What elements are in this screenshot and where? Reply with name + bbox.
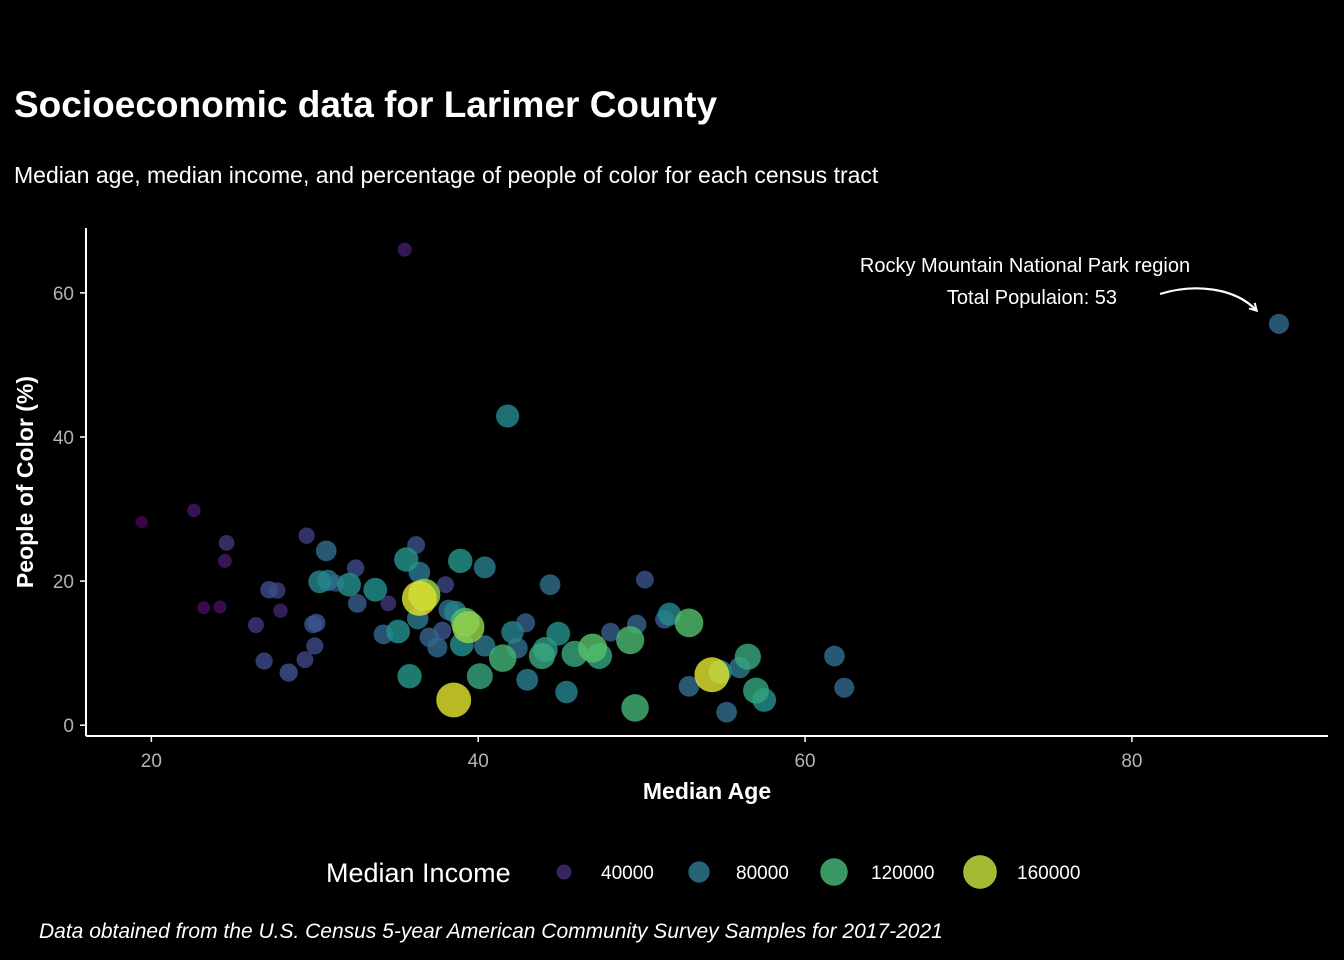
data-point xyxy=(346,559,365,577)
data-point xyxy=(694,657,730,693)
data-source-caption: Data obtained from the U.S. Census 5-yea… xyxy=(39,920,943,943)
data-point xyxy=(1268,313,1289,334)
data-point xyxy=(347,594,367,613)
data-point xyxy=(255,652,273,670)
data-point xyxy=(273,603,288,618)
data-point xyxy=(247,617,264,634)
data-point xyxy=(474,635,496,657)
data-point xyxy=(401,580,437,616)
data-point xyxy=(306,637,324,655)
data-point xyxy=(448,548,473,574)
legend-key-40000 xyxy=(556,864,572,880)
legend-label-160000: 160000 xyxy=(1017,863,1080,884)
data-point xyxy=(437,576,455,594)
data-point xyxy=(601,622,620,642)
data-point xyxy=(555,680,578,704)
data-point xyxy=(578,633,608,663)
chart-subtitle: Median age, median income, and percentag… xyxy=(14,162,879,188)
legend-items: 40000 80000 120000 160000 xyxy=(556,855,1080,889)
data-point xyxy=(279,663,298,682)
data-point xyxy=(217,553,232,568)
data-point xyxy=(213,600,227,614)
data-point xyxy=(135,515,148,529)
data-point xyxy=(635,570,654,589)
data-point xyxy=(516,668,539,691)
data-point xyxy=(616,626,645,655)
x-tick-label: 60 xyxy=(794,751,815,772)
data-point xyxy=(824,645,845,667)
y-tick-label: 60 xyxy=(53,284,74,305)
data-point xyxy=(397,663,422,689)
data-point xyxy=(488,644,517,672)
legend-key-120000 xyxy=(820,858,848,886)
data-point xyxy=(337,572,361,597)
data-point xyxy=(307,613,326,632)
x-tick-label: 40 xyxy=(468,751,489,772)
data-point xyxy=(496,404,520,428)
x-tick-label: 80 xyxy=(1121,751,1142,772)
points-layer xyxy=(135,242,1289,723)
data-point xyxy=(380,595,397,612)
data-point xyxy=(260,580,278,599)
x-tick-label: 20 xyxy=(141,751,162,772)
data-point xyxy=(187,503,201,518)
data-point xyxy=(298,527,315,544)
data-point xyxy=(394,547,419,572)
x-axis-title: Median Age xyxy=(643,778,771,804)
data-point xyxy=(218,534,235,551)
y-tick-label: 0 xyxy=(63,716,74,737)
data-point xyxy=(315,540,337,562)
data-point xyxy=(621,694,649,722)
data-point xyxy=(674,608,704,638)
legend-label-40000: 40000 xyxy=(601,863,654,884)
legend-label-120000: 120000 xyxy=(871,863,934,884)
annotation-population-label: Total Populaion: 53 xyxy=(947,287,1117,309)
legend-title: Median Income xyxy=(326,858,511,888)
legend-key-160000 xyxy=(963,855,997,889)
data-point xyxy=(397,242,412,257)
ticks-layer: 20 40 60 80 0 20 40 60 xyxy=(53,284,1143,772)
data-point xyxy=(539,574,561,596)
data-point xyxy=(466,663,493,690)
data-point xyxy=(386,619,411,644)
legend-label-80000: 80000 xyxy=(736,863,789,884)
data-point xyxy=(734,643,761,670)
data-point xyxy=(296,651,314,669)
data-point xyxy=(308,570,332,594)
data-point xyxy=(834,677,855,698)
y-tick-label: 20 xyxy=(53,572,74,593)
data-point xyxy=(363,577,388,602)
data-point xyxy=(197,601,211,615)
annotation-arrow xyxy=(1159,287,1256,310)
data-point xyxy=(473,556,496,579)
y-tick-label: 40 xyxy=(53,428,74,449)
data-point xyxy=(501,620,524,644)
y-axis-title: People of Color (%) xyxy=(12,376,38,588)
data-point xyxy=(452,611,485,644)
data-point xyxy=(743,677,769,704)
legend: Median Income 40000 80000 120000 160000 xyxy=(326,855,1080,889)
data-point xyxy=(716,701,737,723)
chart-title: Socioeconomic data for Larimer County xyxy=(14,84,718,125)
data-point xyxy=(436,682,472,718)
data-point xyxy=(678,675,700,697)
data-point xyxy=(427,637,448,658)
annotation-region-label: Rocky Mountain National Park region xyxy=(860,255,1190,277)
data-point xyxy=(528,642,556,670)
legend-key-80000 xyxy=(688,861,710,883)
